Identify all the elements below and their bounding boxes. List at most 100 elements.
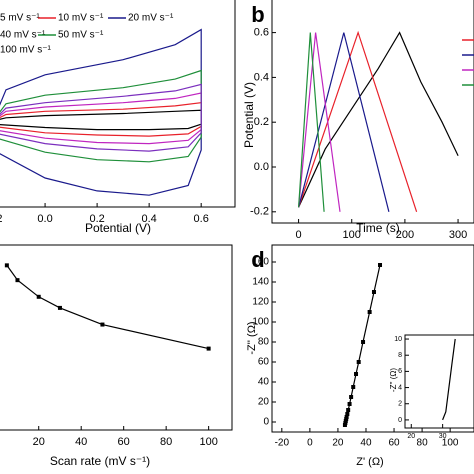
marker	[346, 408, 351, 412]
x-axis-label: Time (s)	[356, 221, 400, 235]
x-tick-label: 100	[199, 436, 217, 448]
x-tick-label: 30	[439, 433, 447, 440]
marker	[100, 322, 105, 327]
y-tick-label: 60	[258, 357, 270, 368]
x-tick-label: 0	[307, 438, 313, 449]
x-axis-label: Scan rate (mV s⁻¹)	[50, 454, 150, 468]
plot-frame	[404, 334, 474, 429]
y-tick-label: 0.0	[254, 161, 269, 173]
marker	[345, 412, 350, 416]
x-tick-label: -20	[275, 438, 290, 449]
panel: 20 30 0 2 4 6 8 10 -Z'' (Ω)	[389, 334, 474, 440]
x-tick-label: 0	[296, 229, 302, 241]
legend-label: 5 mV s⁻¹	[0, 13, 40, 24]
y-tick-label: 0.6	[254, 27, 269, 39]
x-tick-label: 20	[407, 433, 415, 440]
x-tick-label: 0.4	[141, 213, 156, 225]
series-line	[0, 83, 202, 152]
x-tick-label: 40	[75, 436, 87, 448]
series-line	[0, 109, 202, 131]
x-axis-label: Potential (V)	[85, 221, 151, 235]
y-tick-label: 80	[258, 337, 270, 348]
y-tick-label: 140	[252, 277, 269, 288]
y-tick-label: 160	[252, 257, 269, 268]
y-tick-label: 2	[398, 401, 402, 408]
y-tick-label: 20	[258, 397, 270, 408]
series-line	[298, 32, 325, 212]
x-tick-label: 100	[343, 229, 361, 241]
y-tick-label: 40	[258, 377, 270, 388]
marker	[351, 385, 356, 389]
x-tick-label: 20	[33, 436, 45, 448]
x-tick-label: 80	[160, 436, 172, 448]
marker	[4, 263, 9, 268]
marker	[354, 372, 359, 376]
x-tick-label: 40	[360, 438, 372, 449]
series-line	[0, 69, 202, 163]
y-axis-label: -Z'' (Ω)	[389, 368, 398, 392]
x-tick-label: 0.6	[194, 213, 209, 225]
panel: 0 100 200 300 -0.2 0.0 0.2 0.4 0.6 Time (s) Potent…	[242, 0, 474, 241]
legend-label: 20 mV s⁻¹	[128, 13, 174, 24]
x-axis-label: Z' (Ω)	[356, 456, 383, 468]
y-tick-label: 8	[398, 352, 402, 359]
series-line	[0, 92, 202, 145]
marker	[344, 415, 349, 419]
plot-frame	[271, 244, 474, 433]
legend-label: 10 mV s⁻¹	[58, 13, 104, 24]
marker	[361, 340, 366, 344]
marker	[349, 395, 354, 399]
series-line	[344, 264, 381, 426]
y-tick-label: 0	[263, 417, 269, 428]
marker	[378, 263, 383, 267]
series-line	[0, 102, 202, 137]
panel-label: b	[251, 2, 264, 27]
panel: 020406080100Scan rate (mV s⁻¹)	[0, 244, 233, 468]
x-tick-label: 80	[417, 438, 429, 449]
y-axis-label: Potential (V)	[242, 82, 256, 148]
y-tick-label: -0.2	[250, 206, 269, 218]
y-tick-label: 0.4	[254, 71, 269, 83]
legend-label: 50 mV s⁻¹	[58, 30, 104, 41]
plot-frame	[0, 244, 233, 431]
y-tick-label: 6	[398, 368, 402, 375]
x-tick-label: 100	[442, 438, 459, 449]
y-axis-label: -Z'' (Ω)	[246, 321, 258, 354]
panel-label: d	[251, 247, 264, 272]
marker	[347, 402, 352, 406]
marker	[367, 310, 372, 314]
panel: -0.2 0.0 0.2 0.4 0.6 Potential (V) 5 mV s⁻¹ 10 …	[0, 0, 236, 235]
marker	[36, 294, 41, 299]
series-line	[6, 265, 209, 350]
series-line	[442, 338, 456, 421]
marker	[371, 290, 376, 294]
marker	[356, 360, 361, 364]
series-line	[0, 28, 202, 196]
x-tick-label: 0.2	[89, 213, 104, 225]
y-tick-label: 0	[398, 417, 402, 424]
x-tick-label: 60	[388, 438, 400, 449]
series-line	[298, 32, 341, 212]
series-line	[298, 30, 418, 212]
y-tick-label: 4	[398, 384, 402, 391]
x-tick-label: -0.2	[0, 213, 3, 225]
y-tick-label: 100	[252, 317, 269, 328]
legend-label: 100 mV s⁻¹	[0, 45, 52, 56]
plot-frame	[271, 0, 474, 224]
plot-frame	[0, 0, 236, 208]
marker	[57, 305, 62, 310]
x-tick-label: 20	[332, 438, 344, 449]
marker	[206, 346, 211, 351]
x-tick-label: 300	[449, 229, 467, 241]
x-tick-label: 0.0	[37, 213, 52, 225]
series-line	[298, 32, 390, 212]
legend-label: 40 mV s⁻¹	[0, 30, 46, 41]
y-tick-label: 0.2	[254, 116, 269, 128]
series-line	[298, 31, 459, 208]
y-tick-label: 10	[394, 336, 402, 343]
marker	[15, 278, 20, 283]
x-tick-label: 200	[396, 229, 414, 241]
y-tick-label: 120	[252, 297, 269, 308]
